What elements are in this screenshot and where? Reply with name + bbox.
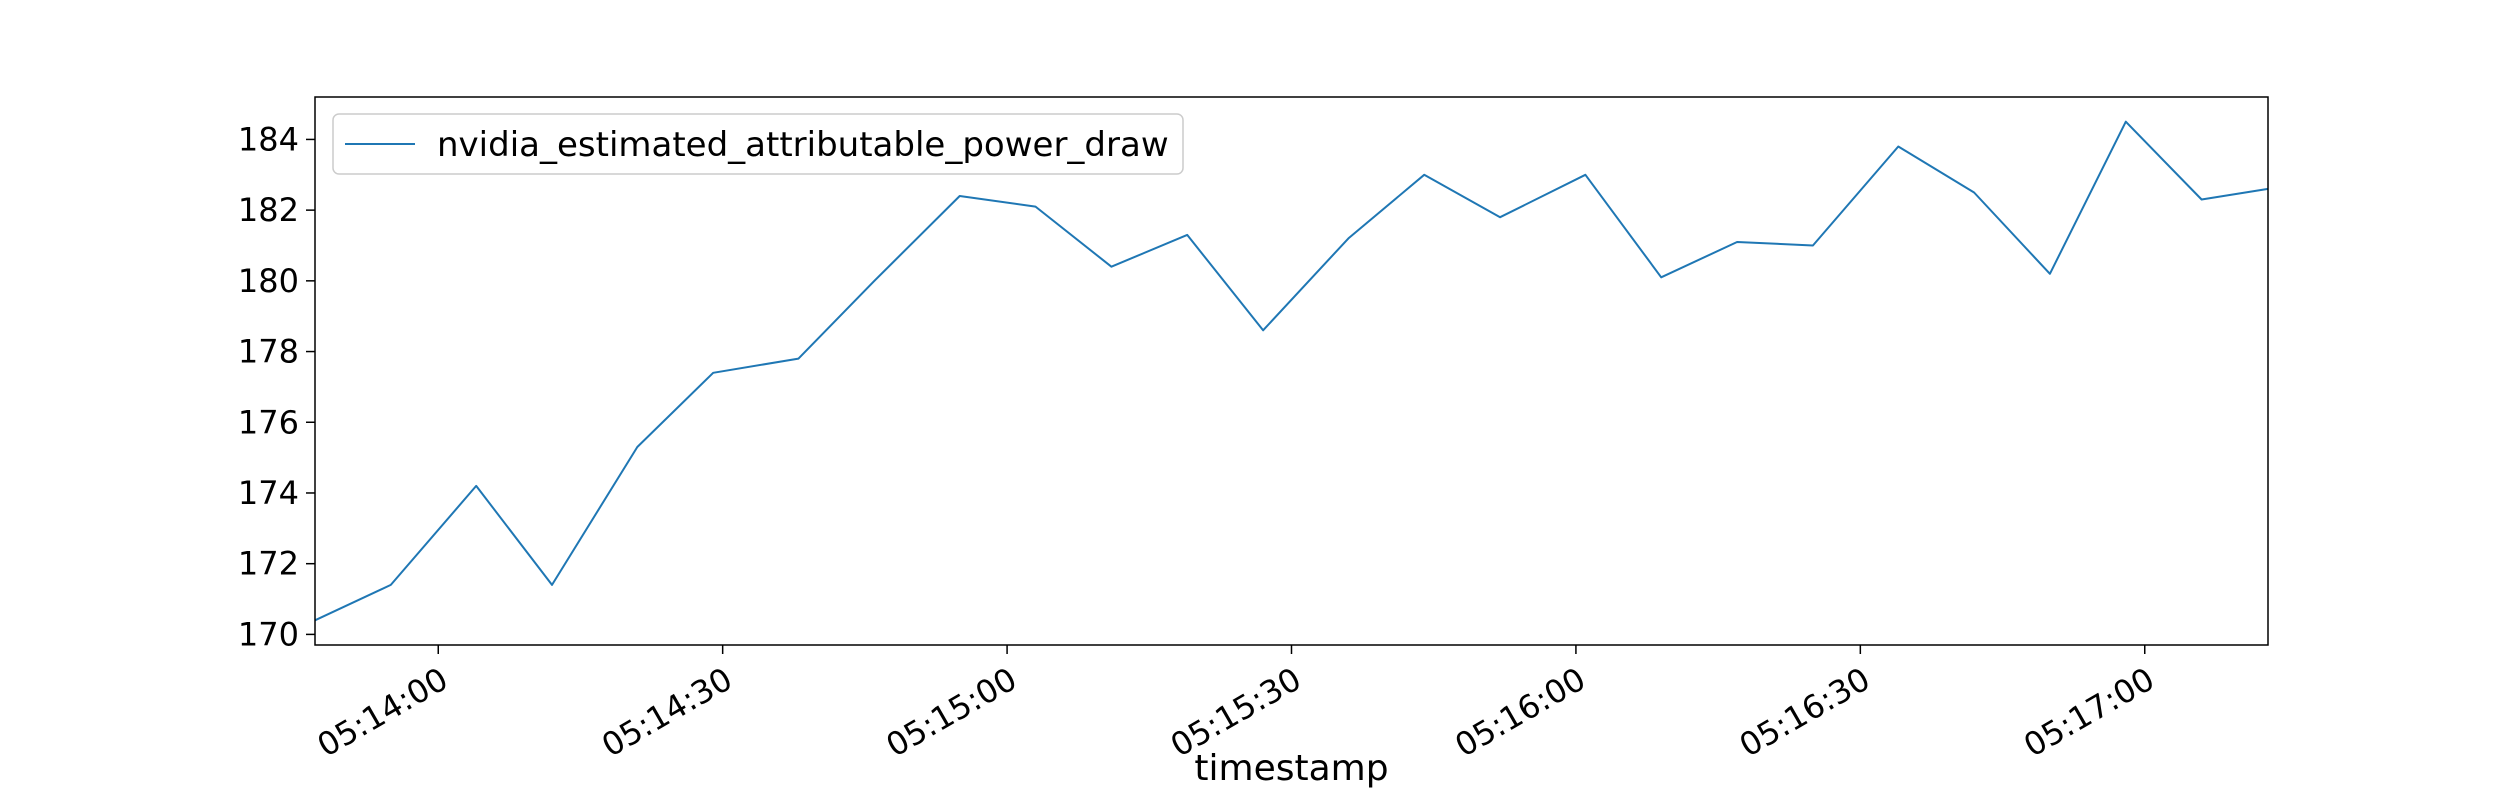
y-tick-label: 176 bbox=[238, 403, 299, 441]
x-axis: 05:14:00 05:14:30 05:15:00 05:15:30 05:16:00… bbox=[311, 645, 2161, 765]
y-tick-label: 174 bbox=[238, 474, 299, 512]
y-axis: 170 172 174 176 178 180 182 184 bbox=[238, 120, 315, 653]
legend-box bbox=[332, 113, 1184, 175]
y-tick-label: 180 bbox=[238, 262, 299, 300]
y-tick-label: 170 bbox=[238, 615, 299, 653]
x-tick-label: 05:15:00 bbox=[880, 660, 1023, 765]
x-tick-label: 05:14:00 bbox=[311, 660, 454, 765]
y-tick-label: 182 bbox=[238, 191, 299, 229]
series-layer bbox=[314, 120, 2269, 622]
legend-label: nvidia_estimated_attributable_power_draw bbox=[437, 125, 1169, 165]
x-axis-title: timestamp bbox=[1194, 748, 1388, 789]
x-tick-label: 05:17:00 bbox=[2017, 660, 2160, 765]
y-tick-label: 184 bbox=[238, 120, 299, 158]
x-tick-label: 05:16:00 bbox=[1448, 660, 1591, 765]
plot-frame bbox=[314, 96, 2269, 646]
y-tick-label: 178 bbox=[238, 333, 299, 371]
legend: nvidia_estimated_attributable_power_draw bbox=[332, 113, 1184, 175]
x-tick-label: 05:14:30 bbox=[595, 660, 738, 765]
x-tick-label: 05:16:30 bbox=[1733, 660, 1876, 765]
y-tick-label: 172 bbox=[238, 545, 299, 583]
series-line bbox=[314, 120, 2269, 622]
